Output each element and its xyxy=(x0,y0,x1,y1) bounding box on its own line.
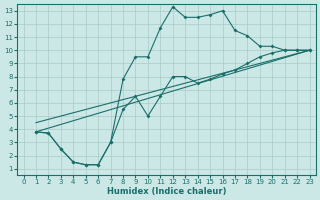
X-axis label: Humidex (Indice chaleur): Humidex (Indice chaleur) xyxy=(107,187,226,196)
